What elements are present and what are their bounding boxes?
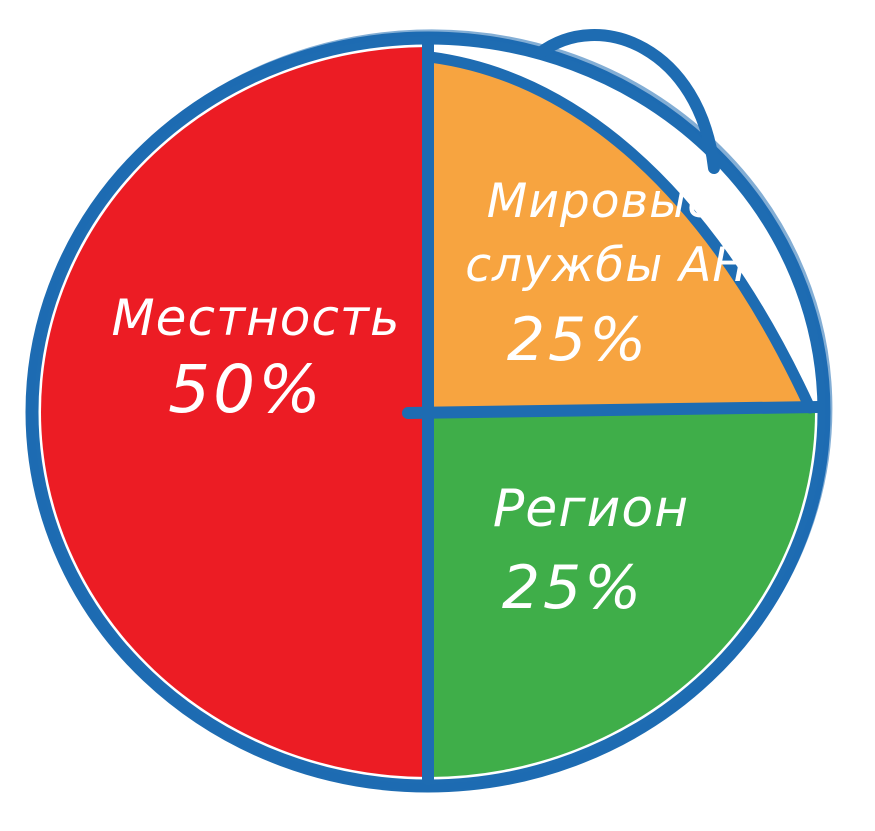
orange-arc-edge-stroke: [424, 51, 816, 414]
pct-region: 25%: [502, 553, 644, 623]
divider-horizontal: [402, 401, 824, 419]
label-local: Местность: [112, 289, 401, 347]
slice-local-50: [41, 47, 428, 777]
label-world-services-line2: службы АН: [465, 238, 749, 293]
circle-outline-sketch-pass: [27, 29, 833, 791]
slice-region-25: [428, 412, 815, 777]
pct-world-services: 25%: [507, 305, 649, 375]
pct-local: 50%: [168, 351, 324, 428]
label-world-services-line1: Мировые: [487, 174, 717, 229]
slice-world-services-25: [428, 55, 812, 412]
outline-loop-flourish: [534, 29, 720, 174]
label-region: Регион: [493, 479, 689, 539]
